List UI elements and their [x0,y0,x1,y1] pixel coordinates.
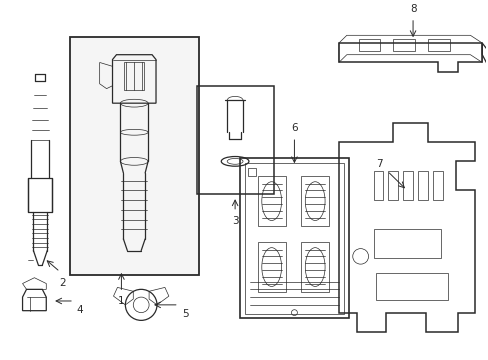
Bar [373,171,383,200]
Text: 6: 6 [290,123,297,133]
Bar [387,171,397,200]
Bar [257,242,285,292]
Text: 1: 1 [118,296,124,306]
Bar [402,171,412,200]
Bar [376,273,447,300]
Text: 3: 3 [231,216,238,226]
Bar [432,171,442,200]
Bar [247,168,255,176]
Bar [28,178,52,212]
Bar [301,176,328,226]
Bar [427,39,449,51]
Bar [301,242,328,292]
Bar [257,176,285,226]
Bar [240,158,348,319]
Bar [373,229,440,258]
Bar [196,86,273,194]
Text: 5: 5 [182,309,188,319]
Bar [244,163,343,314]
Bar [70,37,198,275]
Bar [392,39,414,51]
Text: 4: 4 [77,305,83,315]
Text: 8: 8 [409,4,415,14]
Bar [124,62,144,90]
Bar [417,171,427,200]
Bar [358,39,380,51]
Text: 7: 7 [375,159,382,169]
Text: 2: 2 [59,278,65,288]
